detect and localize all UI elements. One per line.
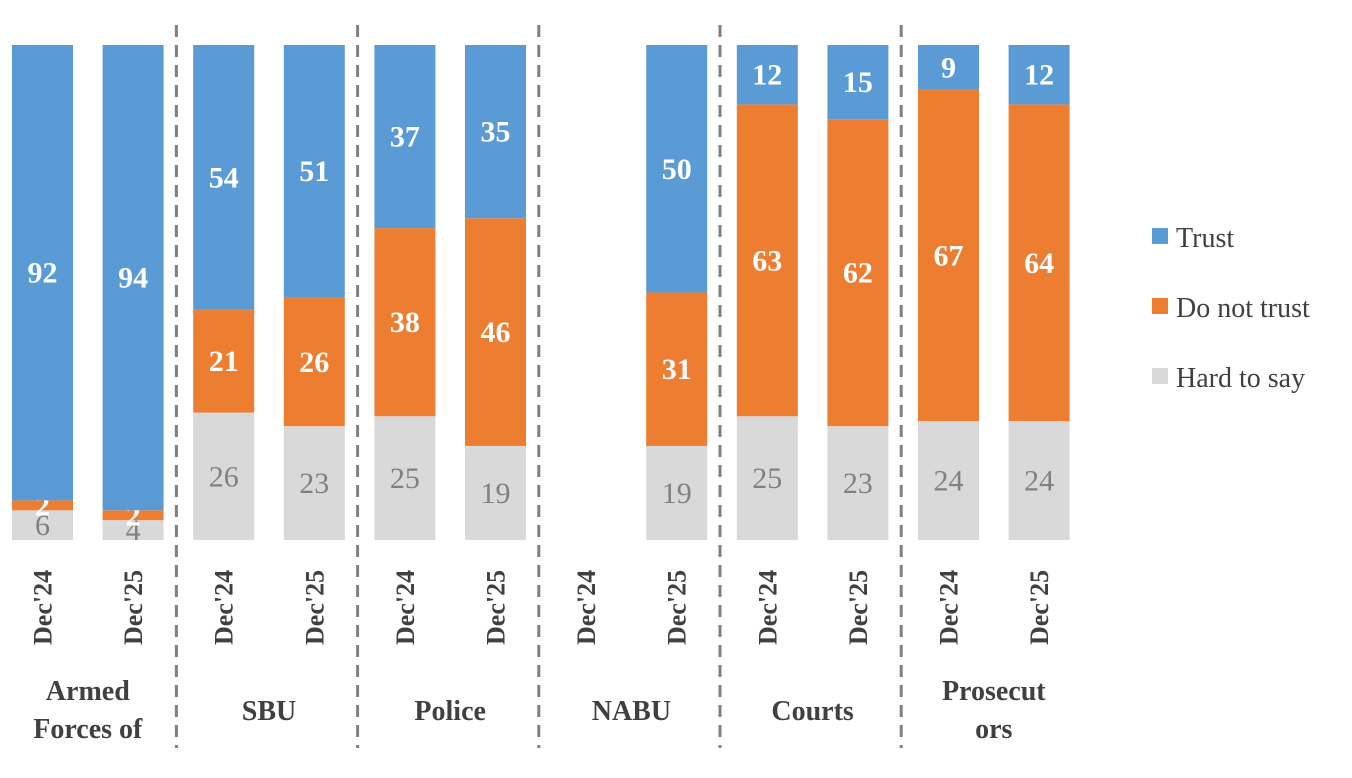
data-label-do-not-trust: 31 [662,353,692,386]
bar-segment-trust [646,45,708,293]
data-label-hard-to-say: 4 [126,514,141,547]
group-label: Armed [46,676,130,707]
bar-segment-trust [102,45,164,511]
bar-segment-hard-to-say [465,445,526,540]
data-label-do-not-trust: 46 [481,316,511,349]
bar-segment-trust [12,45,73,501]
bar-segment-trust [465,45,526,219]
data-label-trust: 12 [752,59,782,92]
data-label-do-not-trust: 21 [209,345,239,378]
bar-segment-hard-to-say [12,510,73,540]
data-label-hard-to-say: 19 [481,477,511,510]
data-label-hard-to-say: 24 [934,465,964,498]
x-tick-label: Dec'25 [119,570,148,645]
group-label: Forces of [33,714,143,745]
legend-label-hard-to-say: Hard to say [1176,363,1305,394]
x-tick-label: Dec'25 [1025,570,1054,645]
bar-segment-hard-to-say [827,426,889,540]
bar-segment-do-not-trust [827,119,889,427]
bar-segment-trust [283,45,345,298]
bar-segment-do-not-trust [465,218,526,446]
bar-segment-hard-to-say [918,421,979,540]
bar-segment-do-not-trust [1008,104,1070,422]
group-label: Courts [771,696,854,727]
data-label-trust: 51 [299,155,329,188]
x-tick-label: Dec'25 [482,570,511,645]
data-label-trust: 15 [843,66,873,99]
bar-segment-hard-to-say [283,426,345,540]
bar-segment-trust [374,45,436,229]
data-label-trust: 92 [28,257,58,290]
bar-segment-trust [1008,45,1070,105]
data-label-hard-to-say: 26 [209,460,239,493]
bar-segment-hard-to-say [646,445,708,540]
bar-segment-hard-to-say [736,416,798,540]
bar-segment-trust [827,45,889,120]
data-label-do-not-trust: 64 [1024,247,1054,280]
data-label-trust: 12 [1024,59,1054,92]
x-tick-label: Dec'25 [844,570,873,645]
data-label-trust: 54 [209,161,239,194]
data-label-hard-to-say: 25 [752,462,782,495]
x-tick-label: Dec'24 [935,570,964,645]
data-label-hard-to-say: 19 [662,477,692,510]
x-tick-label: Dec'24 [29,570,58,645]
data-label-hard-to-say: 23 [299,467,329,500]
data-label-hard-to-say: 25 [390,462,420,495]
legend-swatch-do-not-trust [1152,298,1168,314]
bar-segment-hard-to-say [1008,421,1070,540]
bar-segment-do-not-trust [283,297,345,427]
bar-segment-do-not-trust [374,228,436,417]
data-label-hard-to-say: 6 [35,509,50,542]
bar-segment-do-not-trust [736,104,798,417]
group-label: ors [975,714,1012,745]
data-label-do-not-trust: 67 [934,239,964,272]
x-tick-label: Dec'24 [572,570,601,645]
bar-segment-hard-to-say [193,412,255,540]
data-label-hard-to-say: 24 [1024,465,1054,498]
data-label-trust: 9 [941,51,956,84]
x-tick-label: Dec'24 [391,570,420,645]
bar-segment-trust [918,45,979,90]
group-label: SBU [242,696,296,727]
bar-segment-trust [736,45,798,105]
data-label-do-not-trust: 62 [843,257,873,290]
data-label-trust: 37 [390,121,420,154]
legend-label-trust: Trust [1176,223,1234,254]
data-label-trust: 35 [481,116,511,149]
bar-segment-hard-to-say [102,520,164,540]
bar-segment-hard-to-say [374,416,436,540]
data-label-do-not-trust: 26 [299,346,329,379]
data-label-trust: 50 [662,153,692,186]
data-label-hard-to-say: 23 [843,467,873,500]
bar-segment-do-not-trust [12,500,73,511]
legend-swatch-trust [1152,228,1168,244]
x-tick-label: Dec'25 [300,570,329,645]
x-tick-label: Dec'24 [210,570,239,645]
bar-segment-do-not-trust [193,309,255,413]
x-tick-label: Dec'24 [753,570,782,645]
bar-segment-trust [193,45,255,310]
legend-label-do-not-trust: Do not trust [1176,293,1310,324]
bar-segment-do-not-trust [646,292,708,446]
x-tick-label: Dec'25 [663,570,692,645]
group-label: Police [414,696,486,727]
group-label: NABU [592,696,671,727]
bar-segment-do-not-trust [918,89,979,422]
bar-segment-do-not-trust [102,510,164,521]
data-label-trust: 94 [118,262,148,295]
group-label: Prosecut [942,676,1046,707]
data-label-do-not-trust: 38 [390,306,420,339]
data-label-do-not-trust: 63 [752,244,782,277]
legend-swatch-hard-to-say [1152,368,1168,384]
